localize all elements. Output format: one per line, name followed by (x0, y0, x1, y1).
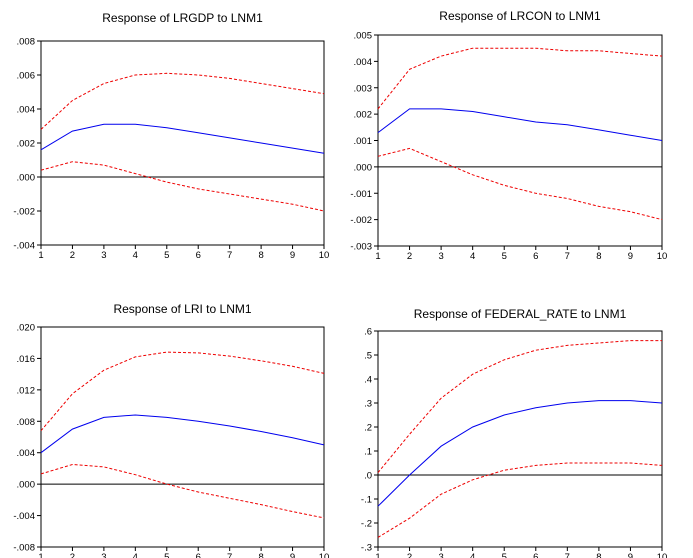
y-tick-label: .006 (17, 71, 36, 82)
x-tick-label: 1 (375, 251, 380, 262)
x-tick-label: 5 (164, 250, 169, 261)
response-line (377, 400, 663, 507)
y-tick-label: -.001 (350, 189, 372, 200)
x-tick-label: 9 (628, 552, 633, 558)
plot-frame (40, 40, 325, 246)
lower-band-line (377, 147, 663, 221)
x-tick-label: 4 (133, 250, 138, 261)
x-tick-label: 1 (375, 552, 380, 558)
upper-band-line (40, 72, 325, 130)
x-tick-label: 9 (628, 251, 633, 262)
x-tick-label: 2 (70, 552, 75, 558)
x-tick-label: 2 (407, 251, 412, 262)
y-tick-label: .000 (17, 480, 36, 491)
y-tick-label: .3 (364, 399, 372, 410)
x-tick-label: 10 (657, 251, 668, 262)
x-tick-label: 3 (438, 552, 443, 558)
chart-title: Response of FEDERAL_RATE to LNM1 (414, 307, 627, 321)
y-tick-label: .2 (364, 423, 372, 434)
chart-panel-1: Response of LRGDP to LNM1 -.004 -.002 .000.… (13, 11, 329, 261)
x-tick-label: 3 (101, 552, 106, 558)
x-tick-label: 9 (290, 552, 295, 558)
x-tick-label: 8 (596, 552, 601, 558)
x-tick-label: 5 (164, 552, 169, 558)
y-tick-label: .005 (354, 31, 373, 42)
x-tick-label: 6 (533, 552, 538, 558)
chart-title: Response of LRI to LNM1 (113, 302, 251, 316)
chart-panel-3: Response of LRI to LNM1 -.008 -.004 .000 .00… (13, 302, 329, 558)
response-line (40, 123, 325, 154)
chart-panel-4: Response of FEDERAL_RATE to LNM1 -.3 -.2 -.… (361, 307, 667, 558)
y-tick-label: -.008 (13, 543, 35, 554)
y-tick-label: .008 (17, 417, 36, 428)
x-tick-label: 8 (596, 251, 601, 262)
upper-band-line (377, 47, 663, 110)
x-tick-label: 3 (101, 250, 106, 261)
y-tick-label: .016 (17, 354, 36, 365)
x-tick-label: 8 (258, 250, 263, 261)
y-tick-label: .000 (17, 173, 36, 184)
y-tick-label: .4 (364, 375, 372, 386)
y-tick-label: .002 (354, 110, 373, 121)
y-tick-label: -.2 (361, 519, 372, 530)
x-tick-label: 6 (533, 251, 538, 262)
lower-band-line (40, 463, 325, 519)
x-tick-label: 2 (70, 250, 75, 261)
y-tick-label: .5 (364, 351, 372, 362)
x-tick-label: 8 (258, 552, 263, 558)
y-tick-label: .004 (354, 57, 373, 68)
x-tick-label: 7 (565, 251, 570, 262)
plot-frame (377, 34, 663, 247)
y-tick-label: .0 (364, 471, 372, 482)
y-tick-label: -.002 (350, 215, 372, 226)
y-tick-label: .1 (364, 447, 372, 458)
plot-frame (377, 330, 663, 548)
upper-band-line (377, 340, 662, 473)
x-tick-label: 10 (319, 552, 330, 558)
plot-frame (40, 326, 325, 548)
y-tick-label: .6 (364, 327, 372, 338)
response-line (377, 108, 663, 141)
y-tick-label: -.004 (13, 511, 35, 522)
x-tick-label: 6 (196, 552, 201, 558)
chart-panel-2: Response of LRCON to LNM1 -.003 -.002 -.001… (350, 9, 667, 262)
x-tick-label: 10 (319, 250, 330, 261)
x-tick-label: 7 (227, 250, 232, 261)
x-tick-label: 2 (407, 552, 412, 558)
x-tick-label: 6 (196, 250, 201, 261)
x-tick-label: 9 (290, 250, 295, 261)
x-tick-label: 1 (38, 250, 43, 261)
y-tick-label: .001 (354, 136, 373, 147)
y-tick-label: -.3 (361, 543, 372, 554)
y-tick-label: .004 (17, 105, 36, 116)
y-tick-label: .003 (354, 83, 373, 94)
y-tick-label: .002 (17, 139, 36, 150)
x-tick-label: 5 (502, 552, 507, 558)
y-tick-label: -.004 (13, 241, 35, 252)
y-tick-label: .008 (17, 37, 36, 48)
y-tick-label: .012 (17, 385, 36, 396)
x-tick-label: 1 (38, 552, 43, 558)
y-tick-label: .000 (354, 162, 373, 173)
x-tick-label: 4 (470, 552, 475, 558)
chart-title: Response of LRGDP to LNM1 (102, 11, 263, 25)
response-line (40, 414, 325, 454)
y-tick-label: -.002 (13, 207, 35, 218)
lower-band-line (40, 161, 325, 212)
x-tick-label: 4 (470, 251, 475, 262)
y-tick-label: .020 (17, 323, 36, 334)
x-tick-label: 7 (227, 552, 232, 558)
x-tick-label: 10 (657, 552, 668, 558)
lower-band-line (377, 462, 663, 538)
chart-title: Response of LRCON to LNM1 (439, 9, 601, 23)
y-tick-label: -.003 (350, 242, 372, 253)
x-tick-label: 7 (565, 552, 570, 558)
x-tick-label: 3 (438, 251, 443, 262)
x-tick-label: 5 (502, 251, 507, 262)
y-tick-label: .004 (17, 448, 36, 459)
y-tick-label: -.1 (361, 495, 372, 506)
x-tick-label: 4 (133, 552, 138, 558)
